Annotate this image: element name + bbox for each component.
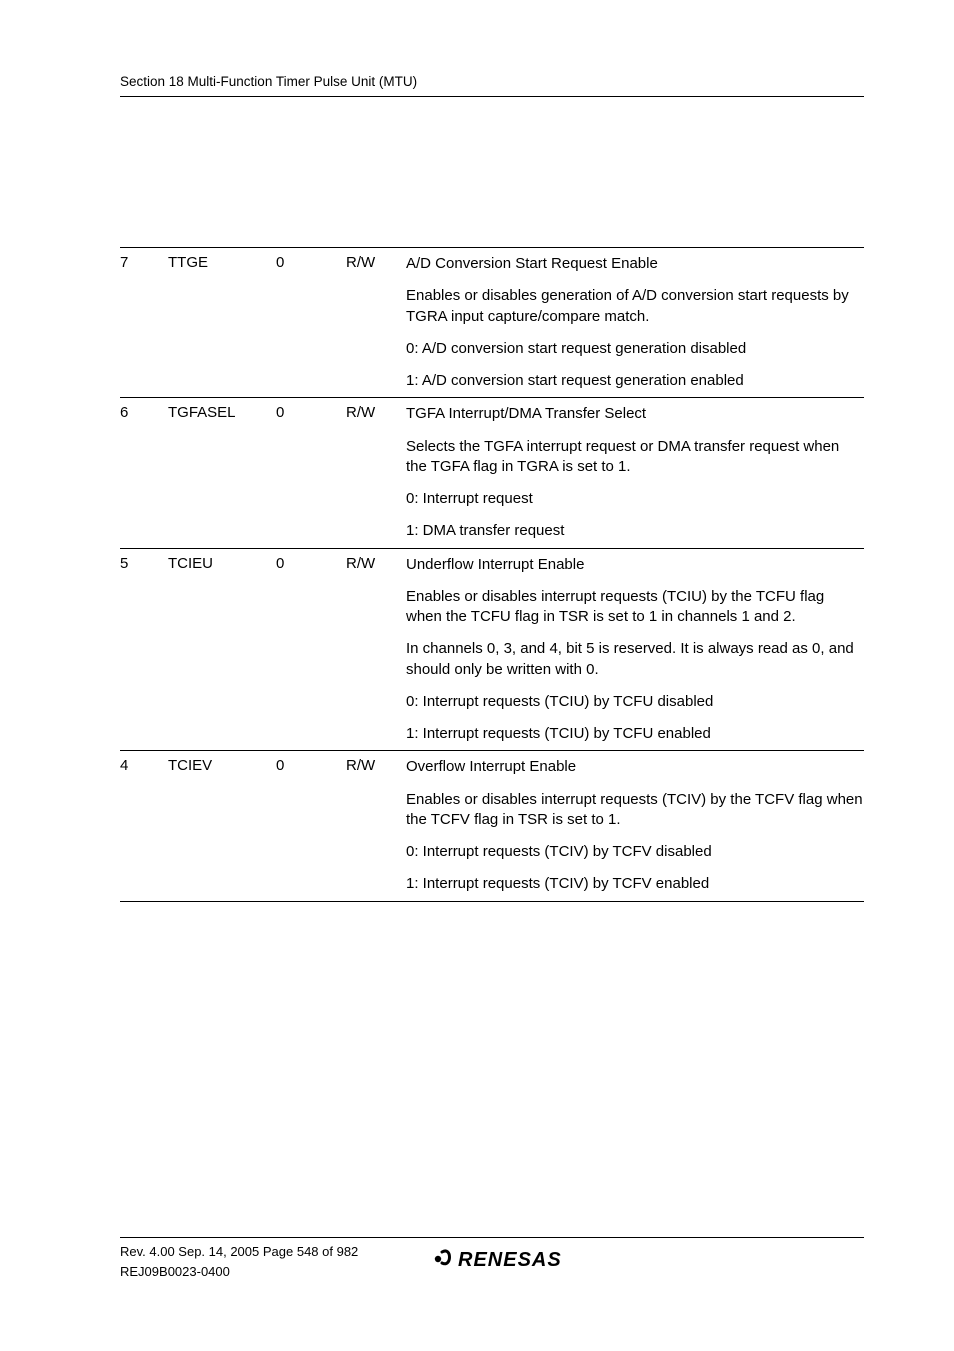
description-text: 0: Interrupt requests (TCIU) by TCFU dis… xyxy=(406,686,864,718)
description-text: Overflow Interrupt Enable xyxy=(406,751,864,783)
description-text: 1: DMA transfer request xyxy=(406,515,864,547)
table-row: In channels 0, 3, and 4, bit 5 is reserv… xyxy=(120,633,864,686)
description-text: 1: A/D conversion start request generati… xyxy=(406,365,864,397)
bit-number: 4 xyxy=(120,751,168,780)
description-text: 0: Interrupt requests (TCIV) by TCFV dis… xyxy=(406,836,864,868)
description-text: 0: A/D conversion start request generati… xyxy=(406,333,864,365)
table-row: Enables or disables interrupt requests (… xyxy=(120,784,864,837)
table-row: 6TGFASEL0R/WTGFA Interrupt/DMA Transfer … xyxy=(120,398,864,431)
description-text: 0: Interrupt request xyxy=(406,483,864,515)
initial-value: 0 xyxy=(276,751,346,780)
section-header: Section 18 Multi-Function Timer Pulse Un… xyxy=(120,74,864,97)
bit-name: TTGE xyxy=(168,248,276,277)
initial-value: 0 xyxy=(276,248,346,277)
table-row: 1: Interrupt requests (TCIU) by TCFU ena… xyxy=(120,718,864,751)
table-row: 0: Interrupt requests (TCIV) by TCFV dis… xyxy=(120,836,864,868)
bit-number: 7 xyxy=(120,248,168,277)
bit-number: 6 xyxy=(120,398,168,427)
description-text: Enables or disables interrupt requests (… xyxy=(406,581,864,634)
footer-doc-number: REJ09B0023-0400 xyxy=(120,1262,358,1282)
svg-text:RENESAS: RENESAS xyxy=(458,1249,562,1271)
rw-access: R/W xyxy=(346,751,406,780)
table-row: Enables or disables interrupt requests (… xyxy=(120,581,864,634)
bit-name: TCIEV xyxy=(168,751,276,780)
table-row: 5TCIEU0R/WUnderflow Interrupt Enable xyxy=(120,548,864,581)
table-row: Selects the TGFA interrupt request or DM… xyxy=(120,431,864,484)
renesas-logo: RENESAS xyxy=(428,1244,598,1272)
initial-value: 0 xyxy=(276,549,346,578)
register-bits-table: 7TTGE0R/WA/D Conversion Start Request En… xyxy=(120,247,864,902)
rw-access: R/W xyxy=(346,248,406,277)
description-text: Enables or disables generation of A/D co… xyxy=(406,280,864,333)
description-text: 1: Interrupt requests (TCIU) by TCFU ena… xyxy=(406,718,864,750)
rw-access: R/W xyxy=(346,398,406,427)
footer-rev-line: Rev. 4.00 Sep. 14, 2005 Page 548 of 982 xyxy=(120,1242,358,1262)
bit-name: TGFASEL xyxy=(168,398,276,427)
description-text: Enables or disables interrupt requests (… xyxy=(406,784,864,837)
description-text: Underflow Interrupt Enable xyxy=(406,549,864,581)
table-row: 4TCIEV0R/WOverflow Interrupt Enable xyxy=(120,751,864,784)
table-row: 0: Interrupt request xyxy=(120,483,864,515)
table-row: 0: Interrupt requests (TCIU) by TCFU dis… xyxy=(120,686,864,718)
initial-value: 0 xyxy=(276,398,346,427)
table-row: 0: A/D conversion start request generati… xyxy=(120,333,864,365)
table-row: 1: A/D conversion start request generati… xyxy=(120,365,864,398)
table-row: 1: DMA transfer request xyxy=(120,515,864,548)
description-text: In channels 0, 3, and 4, bit 5 is reserv… xyxy=(406,633,864,686)
bit-number: 5 xyxy=(120,549,168,578)
bit-name: TCIEU xyxy=(168,549,276,578)
description-text: TGFA Interrupt/DMA Transfer Select xyxy=(406,398,864,430)
description-text: Selects the TGFA interrupt request or DM… xyxy=(406,431,864,484)
description-text: 1: Interrupt requests (TCIV) by TCFV ena… xyxy=(406,868,864,900)
table-row: Enables or disables generation of A/D co… xyxy=(120,280,864,333)
rw-access: R/W xyxy=(346,549,406,578)
description-text: A/D Conversion Start Request Enable xyxy=(406,248,864,280)
table-row: 1: Interrupt requests (TCIV) by TCFV ena… xyxy=(120,868,864,901)
table-row: 7TTGE0R/WA/D Conversion Start Request En… xyxy=(120,248,864,281)
